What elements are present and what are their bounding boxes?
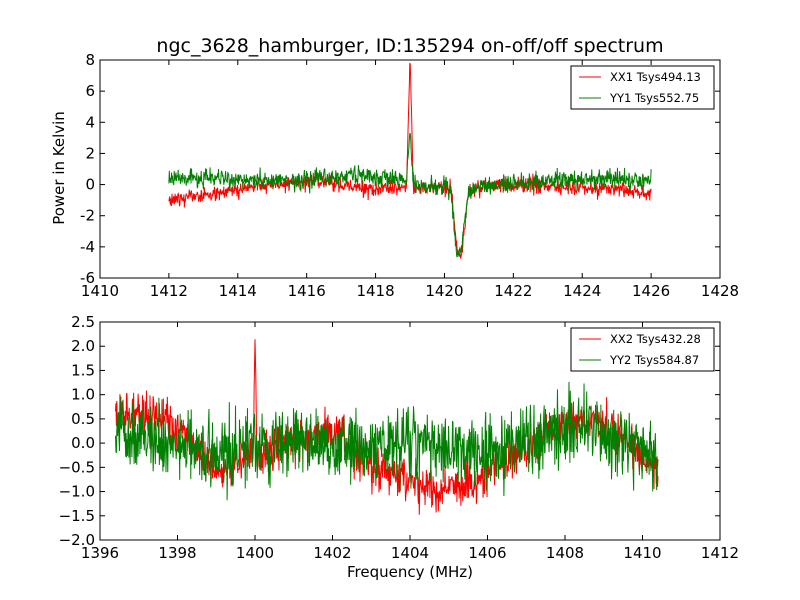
x-tick-label: 1416: [288, 282, 326, 300]
y-tick-label: 2.5: [71, 313, 95, 331]
y-tick-label: -2: [80, 207, 95, 225]
top-panel: 1410 1412 1414 1416 1418 1420 1422 1424 1426 1428…: [80, 51, 739, 300]
y-tick-label: −1.0: [59, 483, 95, 501]
x-tick-label: 1424: [563, 282, 601, 300]
y-tick-label: 0.5: [71, 410, 95, 428]
legend-label: YY2 Tsys584.87: [609, 353, 699, 367]
y-tick-label: −0.5: [59, 458, 95, 476]
x-tick-label: 1420: [425, 282, 463, 300]
bottom-panel: 1396 1398 1400 1402 1404 1406 1408 1410 1412 −2.0…: [59, 313, 740, 562]
legend: [570, 327, 715, 372]
x-tick-label: 1398: [158, 544, 196, 562]
x-tick-label: 1414: [219, 282, 257, 300]
x-tick-label: 1418: [356, 282, 394, 300]
x-tick-label: 1404: [391, 544, 429, 562]
series-line-2: [115, 381, 659, 501]
y-tick-label: -6: [80, 269, 95, 287]
x-tick-label: 1428: [701, 282, 739, 300]
y-axis-label: Power in Kelvin: [50, 111, 68, 225]
x-tick-label: 1396: [81, 544, 119, 562]
y-tick-label: −1.5: [59, 507, 95, 525]
x-tick-label: 1410: [623, 544, 661, 562]
y-tick-label: 1.0: [71, 386, 95, 404]
x-axis-label: Frequency (MHz): [347, 563, 473, 581]
legend-label: XX1 Tsys494.13: [610, 70, 701, 84]
x-tick-label: 1410: [81, 282, 119, 300]
y-tick-label: −2.0: [59, 531, 95, 549]
y-tick-label: 1.5: [71, 361, 95, 379]
x-tick-label: 1402: [313, 544, 351, 562]
y-tick-label: 0: [85, 176, 95, 194]
y-tick-label: 8: [85, 51, 95, 69]
x-tick-label: 1400: [236, 544, 274, 562]
series-line-2: [168, 132, 652, 258]
x-tick-label: 1422: [494, 282, 532, 300]
y-tick-label: 2.0: [71, 337, 95, 355]
x-tick-label: 1406: [468, 544, 506, 562]
y-tick-label: 6: [85, 82, 95, 100]
chart-title: ngc_3628_hamburger, ID:135294 on-off/off…: [156, 35, 663, 57]
x-tick-label: 1408: [546, 544, 584, 562]
y-tick-label: 4: [85, 113, 95, 131]
x-tick-label: 1412: [701, 544, 739, 562]
x-tick-label: 1412: [150, 282, 188, 300]
axes-frame: [99, 59, 721, 279]
y-tick-label: 2: [85, 144, 95, 162]
x-tick-label: 1426: [632, 282, 670, 300]
y-tick-label: -4: [80, 238, 95, 256]
legend-label: XX2 Tsys432.28: [610, 332, 701, 346]
y-tick-label: 0.0: [71, 434, 95, 452]
legend-label: YY1 Tsys552.75: [609, 91, 699, 105]
legend: [570, 65, 715, 110]
